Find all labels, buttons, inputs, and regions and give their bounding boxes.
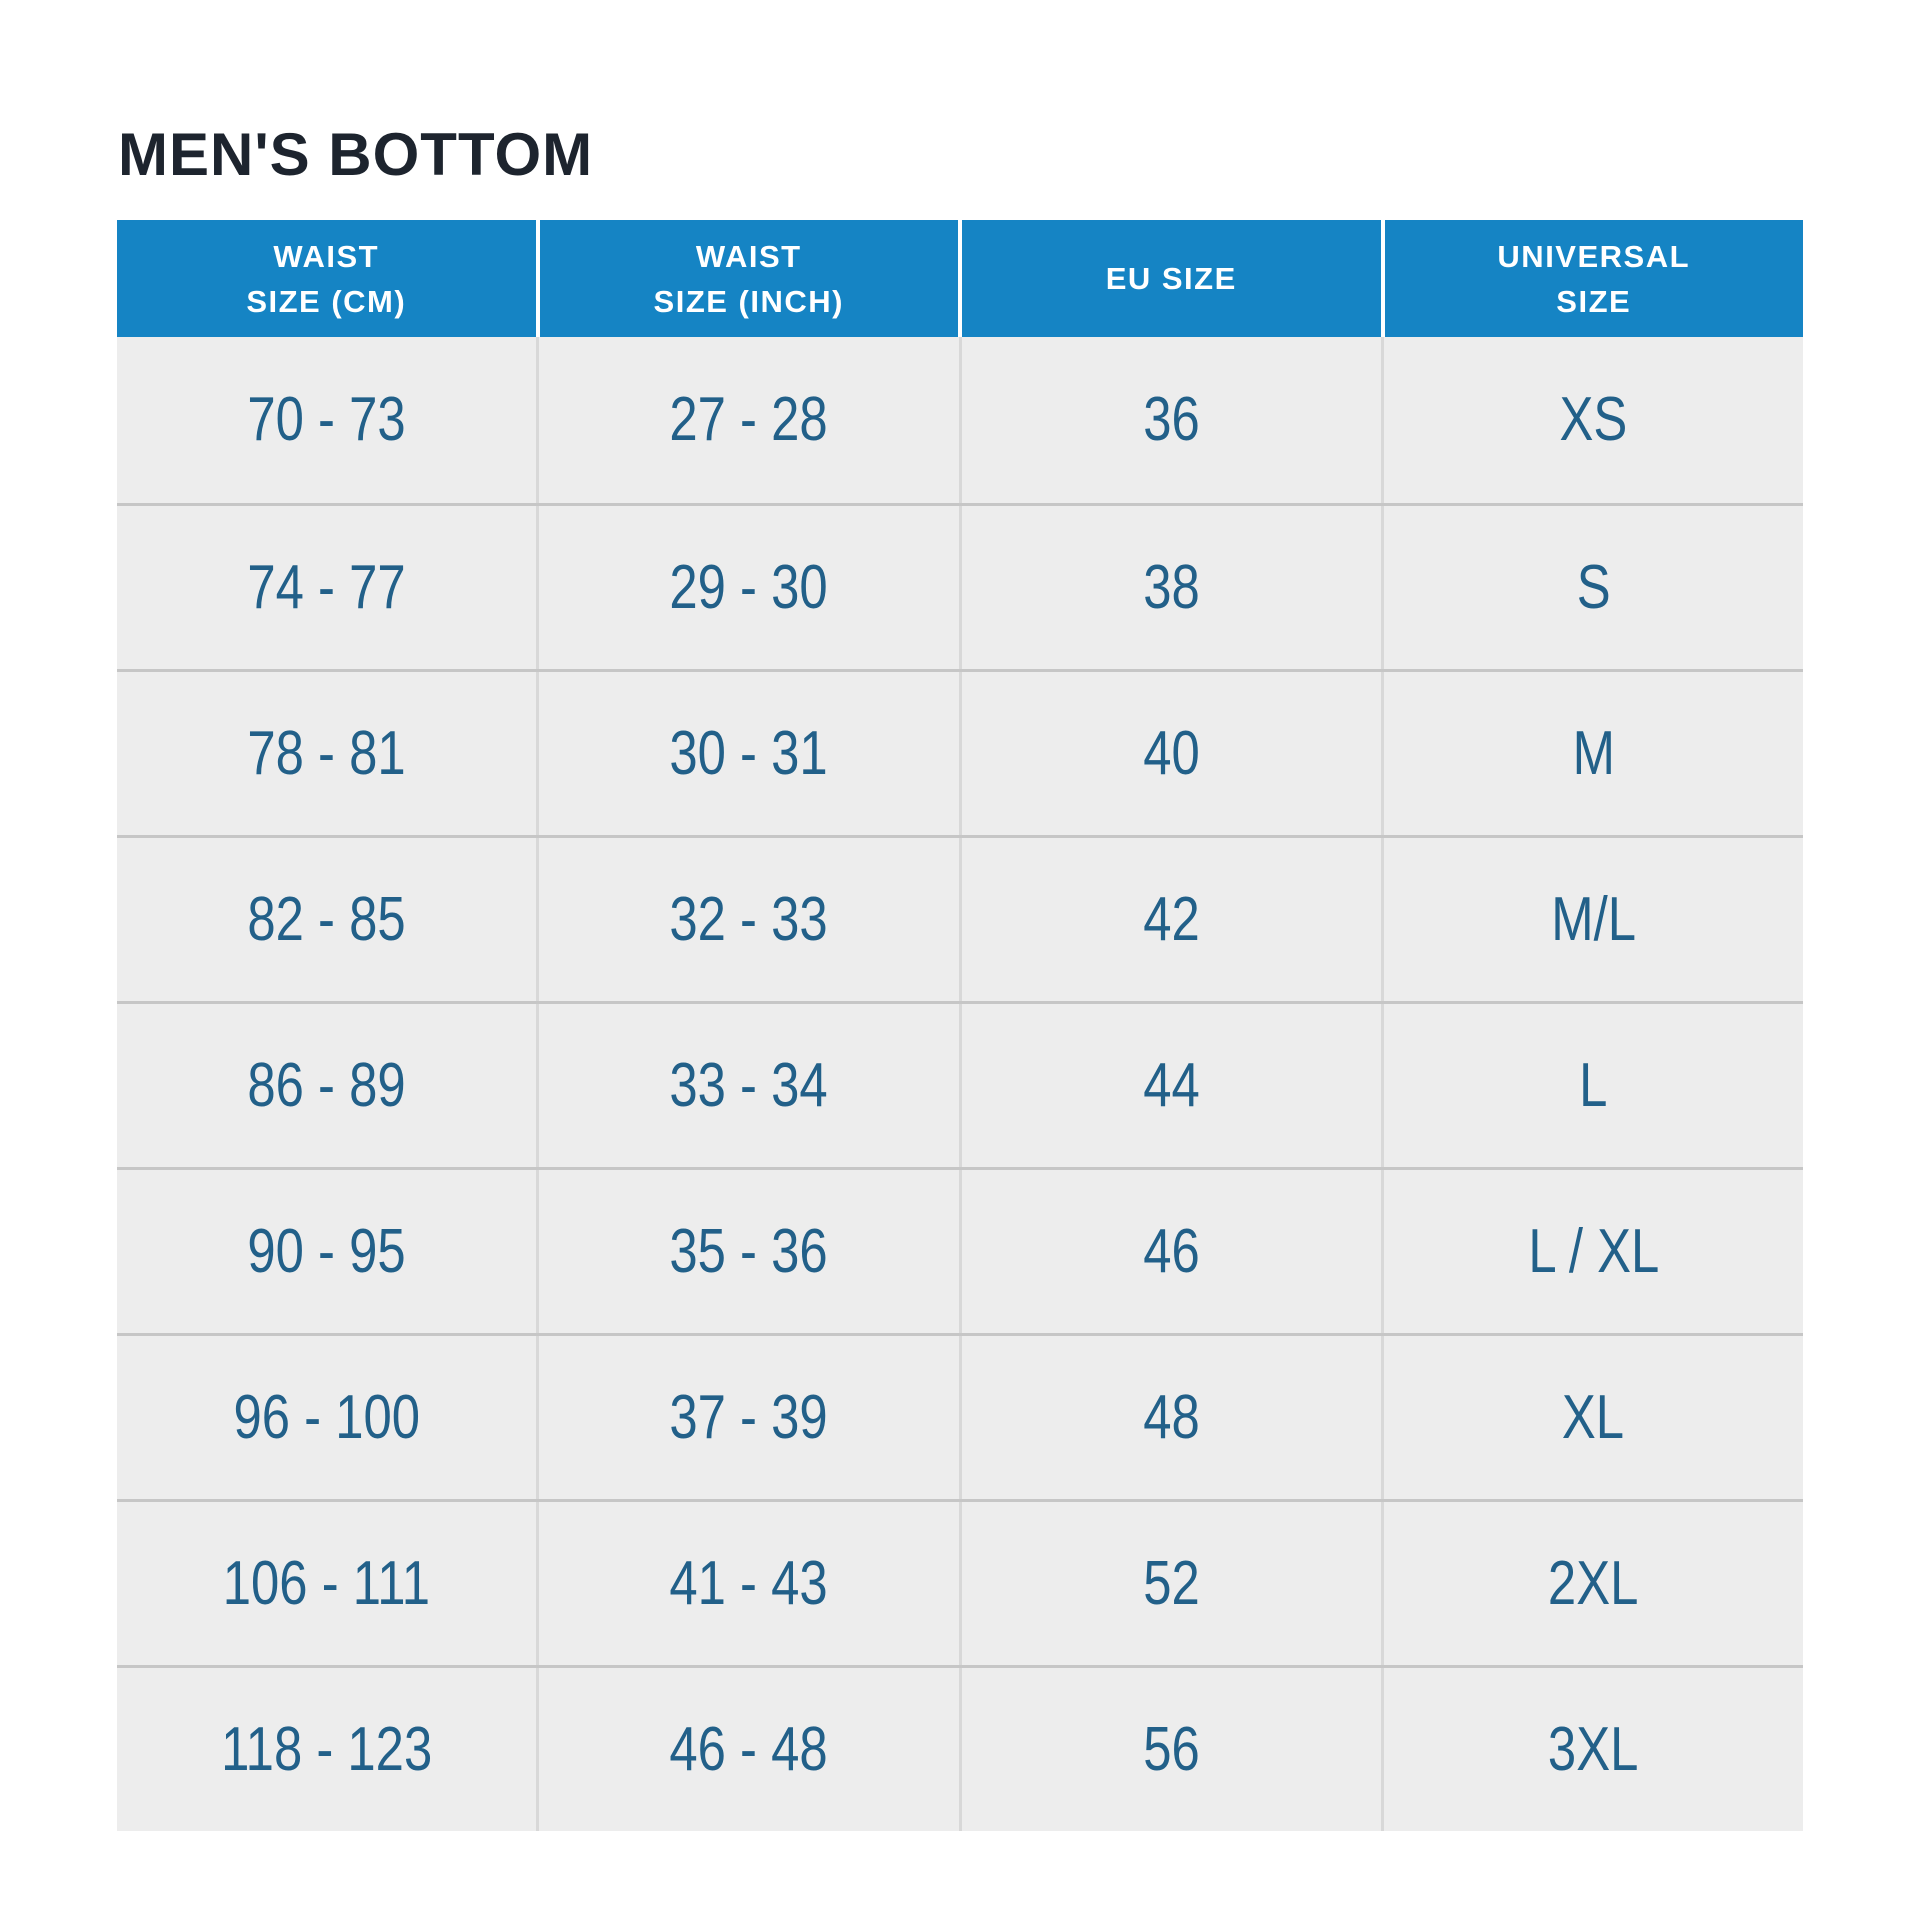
cell-value: L / XL bbox=[1527, 1216, 1659, 1286]
cell-value: M bbox=[1572, 718, 1615, 788]
table-cell-universal-size: M/L bbox=[1380, 838, 1803, 1001]
table-cell-waist-inch: 37 - 39 bbox=[536, 1336, 958, 1499]
table-cell-universal-size: 2XL bbox=[1380, 1502, 1803, 1665]
size-table: WAIST SIZE (CM) WAIST SIZE (INCH) EU SIZ… bbox=[117, 220, 1803, 1831]
table-row: 70 - 73 27 - 28 36 XS bbox=[117, 337, 1803, 503]
table-cell-universal-size: XS bbox=[1380, 337, 1803, 503]
table-row: 78 - 81 30 - 31 40 M bbox=[117, 669, 1803, 835]
table-cell-waist-cm: 118 - 123 bbox=[117, 1668, 536, 1831]
table-cell-eu-size: 40 bbox=[958, 672, 1381, 835]
table-cell-waist-cm: 82 - 85 bbox=[117, 838, 536, 1001]
cell-value: M/L bbox=[1550, 884, 1636, 954]
cell-value: 48 bbox=[1142, 1382, 1200, 1452]
table-row: 96 - 100 37 - 39 48 XL bbox=[117, 1333, 1803, 1499]
cell-value: 32 - 33 bbox=[669, 884, 829, 954]
table-cell-eu-size: 52 bbox=[958, 1502, 1381, 1665]
table-body: 70 - 73 27 - 28 36 XS 74 - 77 29 - 30 38… bbox=[117, 337, 1803, 1831]
cell-value: 106 - 111 bbox=[222, 1548, 431, 1618]
cell-value: XL bbox=[1562, 1382, 1625, 1452]
table-row: 82 - 85 32 - 33 42 M/L bbox=[117, 835, 1803, 1001]
cell-value: 30 - 31 bbox=[669, 718, 829, 788]
table-cell-universal-size: 3XL bbox=[1380, 1668, 1803, 1831]
table-cell-waist-cm: 86 - 89 bbox=[117, 1004, 536, 1167]
cell-value: 118 - 123 bbox=[221, 1714, 433, 1784]
cell-value: 96 - 100 bbox=[233, 1382, 420, 1452]
cell-value: 46 bbox=[1142, 1216, 1200, 1286]
cell-value: 35 - 36 bbox=[669, 1216, 829, 1286]
column-header-waist-cm: WAIST SIZE (CM) bbox=[117, 220, 536, 337]
table-cell-universal-size: S bbox=[1380, 506, 1803, 669]
cell-value: 36 bbox=[1142, 385, 1200, 454]
table-cell-universal-size: XL bbox=[1380, 1336, 1803, 1499]
cell-value: 29 - 30 bbox=[669, 552, 829, 622]
cell-value: 90 - 95 bbox=[247, 1216, 406, 1286]
cell-value: 82 - 85 bbox=[247, 884, 406, 954]
table-cell-universal-size: M bbox=[1380, 672, 1803, 835]
table-cell-waist-inch: 33 - 34 bbox=[536, 1004, 958, 1167]
table-cell-eu-size: 36 bbox=[958, 337, 1381, 503]
cell-value: 40 bbox=[1142, 718, 1200, 788]
column-header-eu-size: EU SIZE bbox=[962, 220, 1381, 337]
column-header-universal-size: UNIVERSAL SIZE bbox=[1384, 220, 1803, 337]
table-cell-eu-size: 38 bbox=[958, 506, 1381, 669]
cell-value: 86 - 89 bbox=[247, 1050, 406, 1120]
table-row: 86 - 89 33 - 34 44 L bbox=[117, 1001, 1803, 1167]
table-cell-waist-inch: 41 - 43 bbox=[536, 1502, 958, 1665]
table-cell-eu-size: 46 bbox=[958, 1170, 1381, 1333]
table-cell-waist-inch: 35 - 36 bbox=[536, 1170, 958, 1333]
cell-value: 74 - 77 bbox=[247, 552, 406, 622]
table-cell-universal-size: L bbox=[1380, 1004, 1803, 1167]
cell-value: 46 - 48 bbox=[669, 1714, 829, 1784]
cell-value: 27 - 28 bbox=[669, 385, 829, 454]
page-title: MEN'S BOTTOM bbox=[118, 121, 594, 189]
table-cell-waist-inch: 32 - 33 bbox=[536, 838, 958, 1001]
table-header-row: WAIST SIZE (CM) WAIST SIZE (INCH) EU SIZ… bbox=[117, 220, 1803, 337]
table-cell-eu-size: 48 bbox=[958, 1336, 1381, 1499]
cell-value: 38 bbox=[1142, 552, 1200, 622]
table-cell-universal-size: L / XL bbox=[1380, 1170, 1803, 1333]
table-row: 118 - 123 46 - 48 56 3XL bbox=[117, 1665, 1803, 1831]
table-row: 106 - 111 41 - 43 52 2XL bbox=[117, 1499, 1803, 1665]
cell-value: 3XL bbox=[1548, 1714, 1639, 1784]
cell-value: 44 bbox=[1142, 1050, 1200, 1120]
cell-value: 37 - 39 bbox=[669, 1382, 829, 1452]
cell-value: 2XL bbox=[1548, 1548, 1639, 1618]
cell-value: 33 - 34 bbox=[669, 1050, 829, 1120]
table-cell-waist-cm: 70 - 73 bbox=[117, 337, 536, 503]
table-cell-eu-size: 44 bbox=[958, 1004, 1381, 1167]
table-cell-waist-inch: 30 - 31 bbox=[536, 672, 958, 835]
column-header-waist-inch: WAIST SIZE (INCH) bbox=[539, 220, 958, 337]
cell-value: 70 - 73 bbox=[247, 385, 406, 454]
table-cell-waist-cm: 90 - 95 bbox=[117, 1170, 536, 1333]
table-cell-waist-inch: 27 - 28 bbox=[536, 337, 958, 503]
table-row: 74 - 77 29 - 30 38 S bbox=[117, 503, 1803, 669]
table-cell-waist-inch: 29 - 30 bbox=[536, 506, 958, 669]
table-cell-eu-size: 42 bbox=[958, 838, 1381, 1001]
table-cell-waist-cm: 106 - 111 bbox=[117, 1502, 536, 1665]
table-cell-waist-cm: 74 - 77 bbox=[117, 506, 536, 669]
cell-value: 42 bbox=[1142, 884, 1200, 954]
cell-value: S bbox=[1576, 552, 1611, 622]
cell-value: XS bbox=[1559, 385, 1628, 454]
cell-value: L bbox=[1579, 1050, 1608, 1120]
cell-value: 41 - 43 bbox=[669, 1548, 829, 1618]
table-cell-waist-inch: 46 - 48 bbox=[536, 1668, 958, 1831]
cell-value: 56 bbox=[1142, 1714, 1200, 1784]
table-row: 90 - 95 35 - 36 46 L / XL bbox=[117, 1167, 1803, 1333]
cell-value: 52 bbox=[1142, 1548, 1200, 1618]
cell-value: 78 - 81 bbox=[247, 718, 406, 788]
table-cell-eu-size: 56 bbox=[958, 1668, 1381, 1831]
table-cell-waist-cm: 96 - 100 bbox=[117, 1336, 536, 1499]
table-cell-waist-cm: 78 - 81 bbox=[117, 672, 536, 835]
